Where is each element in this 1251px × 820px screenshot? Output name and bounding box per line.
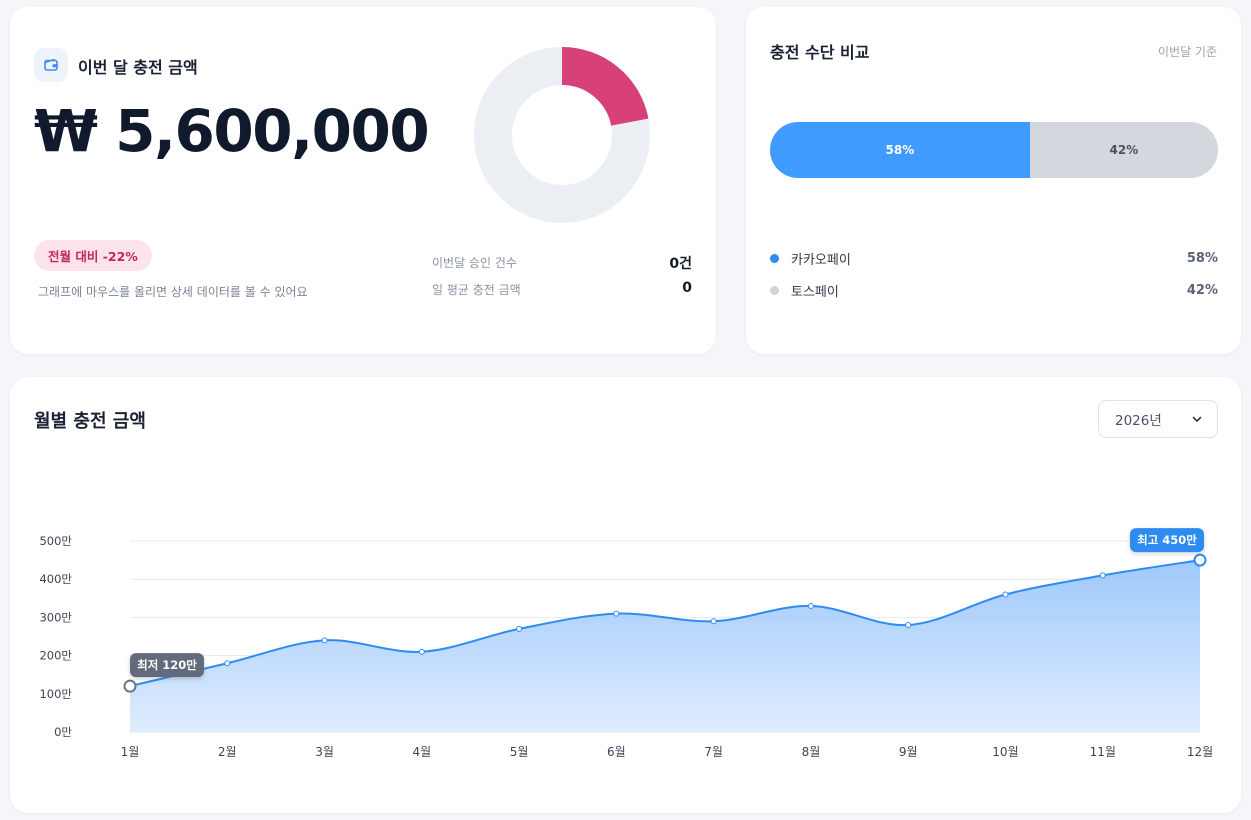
data-point[interactable]: [418, 648, 425, 655]
x-tick-label: 5월: [510, 745, 529, 759]
x-tick-label: 2월: [218, 745, 237, 759]
payment-method-compare-card: 충전 수단 비교 이번달 기준 58% 42% 카카오페이 58% 토스페이 4…: [746, 7, 1241, 354]
data-point[interactable]: [321, 637, 328, 644]
compare-segment-tosspay[interactable]: 42%: [1029, 122, 1218, 178]
donut-filled-arc[interactable]: [561, 47, 649, 127]
y-tick-label: 300만: [39, 610, 72, 624]
chevron-down-icon: [1191, 413, 1203, 425]
max-tooltip-bubble: [1130, 528, 1204, 553]
x-tick-label: 3월: [315, 745, 334, 759]
max-point-marker[interactable]: [1193, 553, 1207, 567]
monthly-area-chart[interactable]: 0만 100만 200만 300만 400만 500만 1월 2월 3월 4월 5월 6월 7월 8월 9월…: [10, 377, 1241, 813]
legend-item-tosspay: 토스페이 42%: [770, 280, 1218, 300]
legend-dot: [770, 285, 779, 295]
y-tick-label: 100만: [39, 687, 72, 701]
legend-value: 58%: [1186, 250, 1218, 266]
x-tick-label: 7월: [704, 745, 723, 759]
compare-basis: 이번달 기준: [1157, 45, 1217, 59]
approval-count-value: 0건: [669, 256, 692, 272]
summary-title: 이번 달 충전 금액: [78, 58, 198, 77]
legend-item-kakaopay: 카카오페이 58%: [770, 248, 1218, 268]
area-fill: [130, 560, 1200, 732]
x-tick-label: 8월: [802, 745, 821, 759]
data-point[interactable]: [1002, 591, 1009, 598]
wallet-icon: [34, 48, 68, 82]
data-point[interactable]: [613, 610, 620, 617]
approval-count-label: 이번달 승인 건수: [432, 256, 517, 270]
x-tick-label: 1월: [121, 745, 140, 759]
data-point[interactable]: [710, 618, 717, 625]
min-tooltip-label: 최저 120만: [137, 658, 197, 672]
change-badge: 전월 대비 -22%: [34, 240, 152, 271]
x-tick-label: 11월: [1090, 745, 1116, 759]
data-point[interactable]: [1099, 572, 1106, 579]
compare-title: 충전 수단 비교: [770, 43, 870, 62]
daily-average-label: 일 평균 충전 금액: [432, 283, 521, 297]
x-tick-label: 10월: [992, 745, 1018, 759]
monthly-ratio-donut[interactable]: [472, 45, 652, 225]
charge-amount: ₩ 5,600,000: [34, 97, 430, 165]
year-select[interactable]: 2026년: [1098, 400, 1218, 438]
legend-dot: [770, 253, 779, 263]
segment-label: 42%: [1109, 143, 1139, 157]
min-point-marker[interactable]: [123, 679, 137, 693]
compare-segment-kakaopay[interactable]: 58%: [770, 122, 1030, 178]
compare-bar: 58% 42%: [770, 122, 1218, 178]
legend-name: 카카오페이: [791, 252, 851, 268]
x-tick-label: 6월: [607, 745, 626, 759]
monthly-chart-title: 월별 충전 금액: [34, 411, 146, 432]
monthly-charge-chart-card: 월별 충전 금액 2026년 0만 100만 200만 300만 400만 500만 1월 2…: [10, 377, 1241, 813]
data-point[interactable]: [516, 625, 523, 632]
monthly-charge-summary-card: 이번 달 충전 금액 ₩ 5,600,000 전월 대비 -22% 그래프에 마…: [10, 7, 716, 354]
min-tooltip-bubble: [130, 653, 204, 678]
y-tick-label: 400만: [39, 572, 72, 586]
x-tick-label: 4월: [412, 745, 431, 759]
segment-label: 58%: [885, 143, 915, 157]
x-tick-label: 12월: [1187, 745, 1213, 759]
x-tick-label: 9월: [899, 745, 918, 759]
legend-name: 토스페이: [791, 284, 839, 300]
chart-hint-text: 그래프에 마우스를 올리면 상세 데이터를 볼 수 있어요: [38, 285, 308, 299]
data-point[interactable]: [224, 660, 231, 667]
y-tick-label: 200만: [39, 649, 72, 663]
y-tick-label: 500만: [39, 534, 72, 548]
year-select-value: 2026년: [1115, 413, 1162, 429]
daily-average-value: 0: [682, 280, 692, 296]
y-tick-label: 0만: [54, 725, 72, 739]
data-point[interactable]: [905, 622, 912, 629]
max-tooltip-label: 최고 450만: [1137, 533, 1197, 547]
legend-value: 42%: [1186, 282, 1218, 298]
data-point[interactable]: [807, 602, 814, 609]
